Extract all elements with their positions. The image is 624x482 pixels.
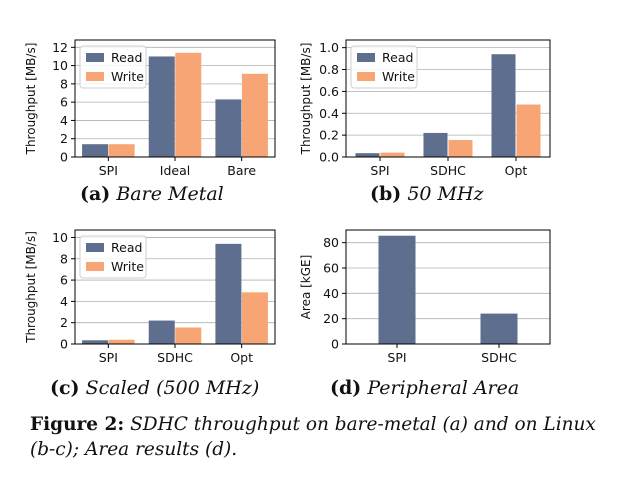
y-tick-label: 6 (60, 273, 68, 288)
y-tick-label: 4 (60, 294, 68, 309)
bar-read-sdhc (423, 132, 448, 157)
legend-swatch-read (86, 243, 104, 252)
y-tick-label: 6 (60, 95, 68, 110)
y-axis-label: Throughput [MB/s] (24, 231, 38, 344)
bar-area-sdhc (480, 313, 518, 344)
plot-frame (345, 39, 551, 158)
y-tick-label: 0.0 (319, 150, 339, 165)
y-tick-label: 60 (323, 261, 339, 276)
y-tick-label: 80 (323, 235, 339, 250)
subcaption-c: (c) Scaled (500 MHz) (50, 377, 259, 399)
x-tick-label: SPI (387, 350, 406, 365)
legend-swatch-read (357, 53, 375, 62)
bar-write-opt (241, 292, 268, 344)
legend-label-write: Write (111, 69, 144, 84)
y-tick-label: 40 (323, 286, 339, 301)
chart-50mhz: 0.0 0.2 0.4 0.6 0.8 1.0 SPI SDHC Opt Throughput [… (299, 39, 551, 178)
caption-label: Figure 2: (30, 414, 125, 435)
subcaption-c-label: (c) (50, 377, 80, 399)
bar-read-spi (82, 340, 109, 344)
legend-label-write: Write (382, 69, 415, 84)
subcaption-d: (d) Peripheral Area (330, 377, 519, 399)
bar-area-spi (378, 235, 416, 344)
y-tick-label: 8 (60, 76, 68, 91)
bar-read-opt (215, 243, 242, 344)
legend-swatch-write (357, 72, 375, 81)
plot-frame (74, 39, 276, 158)
y-tick-label: 0.4 (319, 106, 339, 121)
chart-peripheral-area: 0 20 40 60 80 SPI SDHC Area [kGE] (299, 229, 551, 365)
subcaption-d-label: (d) (330, 377, 362, 399)
figure-caption: Figure 2: SDHC throughput on bare-metal … (30, 412, 602, 462)
subcaption-a-label: (a) (80, 183, 111, 205)
y-tick-label: 1.0 (319, 40, 339, 55)
y-axis-label: Throughput [MB/s] (299, 43, 313, 156)
subcaption-c-text: Scaled (500 MHz) (85, 377, 260, 399)
y-axis-label: Throughput [MB/s] (24, 43, 38, 156)
bar-write-spi (380, 152, 405, 157)
y-tick-label: 10 (52, 230, 68, 245)
legend-label-read: Read (111, 240, 142, 255)
legend-label-read: Read (111, 50, 142, 65)
bar-read-spi (82, 144, 109, 157)
legend-swatch-write (86, 262, 104, 271)
bar-write-opt (516, 104, 541, 157)
chart-scaled-500mhz: 0 2 4 6 8 10 SPI SDHC Opt Throughput [MB/s] Read Wr… (24, 229, 276, 365)
plot-frame (345, 229, 551, 345)
x-tick-label: SPI (370, 163, 389, 178)
y-tick-label: 0.6 (319, 84, 339, 99)
subcaption-a-text: Bare Metal (116, 183, 224, 205)
bar-read-opt (491, 54, 516, 158)
chart-bare-metal: 0 2 4 6 8 10 12 SPI Ideal Bare Throughput [MB/s] Re… (24, 39, 276, 178)
y-tick-label: 10 (52, 58, 68, 73)
subcaption-b: (b) 50 MHz (370, 183, 484, 205)
y-tick-label: 2 (60, 315, 68, 330)
bar-write-spi (108, 144, 135, 157)
x-tick-label: Ideal (160, 163, 190, 178)
x-tick-label: Opt (230, 350, 253, 365)
y-tick-label: 20 (323, 311, 339, 326)
x-tick-label: SDHC (481, 350, 517, 365)
legend-swatch-write (86, 72, 104, 81)
x-tick-label: Bare (227, 163, 256, 178)
subcaption-b-label: (b) (370, 183, 402, 205)
subcaption-a: (a) Bare Metal (80, 183, 224, 205)
x-tick-label: Opt (505, 163, 528, 178)
y-tick-label: 0 (60, 150, 68, 165)
y-tick-label: 0.2 (319, 128, 339, 143)
x-tick-label: SPI (99, 163, 118, 178)
bar-read-bare (215, 99, 242, 157)
y-tick-label: 2 (60, 131, 68, 146)
x-tick-label: SPI (99, 350, 118, 365)
y-tick-label: 12 (52, 40, 68, 55)
x-tick-label: SDHC (430, 163, 466, 178)
plot-frame (74, 229, 276, 345)
caption-text: SDHC throughput on bare-metal (a) and on… (30, 414, 596, 460)
bar-read-sdhc (148, 320, 175, 344)
y-tick-label: 0 (60, 337, 68, 352)
subcaption-b-text: 50 MHz (407, 183, 484, 205)
bar-write-bare (241, 73, 268, 157)
bar-read-ideal (148, 56, 175, 157)
bar-write-sdhc (175, 327, 202, 344)
legend-swatch-read (86, 53, 104, 62)
legend-label-read: Read (382, 50, 413, 65)
x-tick-label: SDHC (157, 350, 193, 365)
bar-read-spi (355, 153, 380, 157)
y-axis-label: Area [kGE] (299, 255, 313, 320)
y-tick-label: 0.8 (319, 62, 339, 77)
y-tick-label: 8 (60, 251, 68, 266)
subcaption-d-text: Peripheral Area (367, 377, 520, 399)
y-tick-label: 0 (331, 337, 339, 352)
bar-write-spi (108, 339, 135, 344)
bar-write-ideal (175, 52, 202, 157)
y-tick-label: 4 (60, 113, 68, 128)
legend-label-write: Write (111, 259, 144, 274)
bar-write-sdhc (448, 140, 473, 157)
